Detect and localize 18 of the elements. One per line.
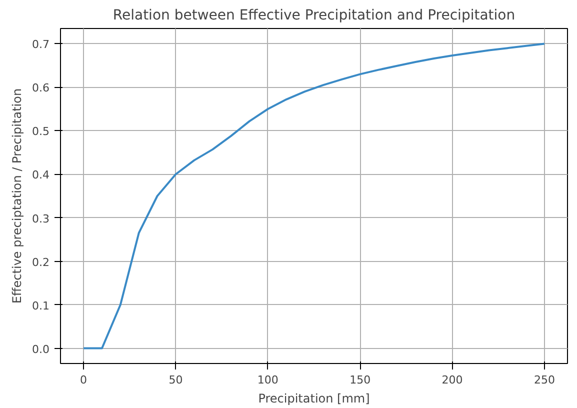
x-tick-label: 150 [350, 374, 371, 386]
y-tick-label: 0.0 [32, 342, 50, 356]
x-tick-label: 0 [80, 374, 88, 386]
chart-title: Relation between Effective Precipitation and Precipitation [112, 8, 516, 24]
x-axis-title: Precipitation [mm] [258, 392, 370, 406]
y-tick-label: 0.1 [32, 299, 50, 312]
line-series [82, 42, 546, 350]
y-tick-label: 0.5 [32, 125, 50, 138]
y-tick-label: 0.2 [32, 256, 50, 269]
x-tick-label: 50 [168, 374, 183, 386]
y-tick-label: 0.7 [32, 38, 50, 52]
y-tick-label: 0.3 [32, 212, 50, 226]
x-tick-label: 250 [534, 374, 555, 386]
y-tick-label: 0.4 [32, 168, 50, 182]
x-tick-label: 100 [257, 374, 278, 386]
x-tick-label: 200 [442, 374, 463, 386]
y-tick-label: 0.6 [32, 82, 50, 95]
y-axis-title: Effective preciptation / Precipitation [10, 88, 24, 304]
